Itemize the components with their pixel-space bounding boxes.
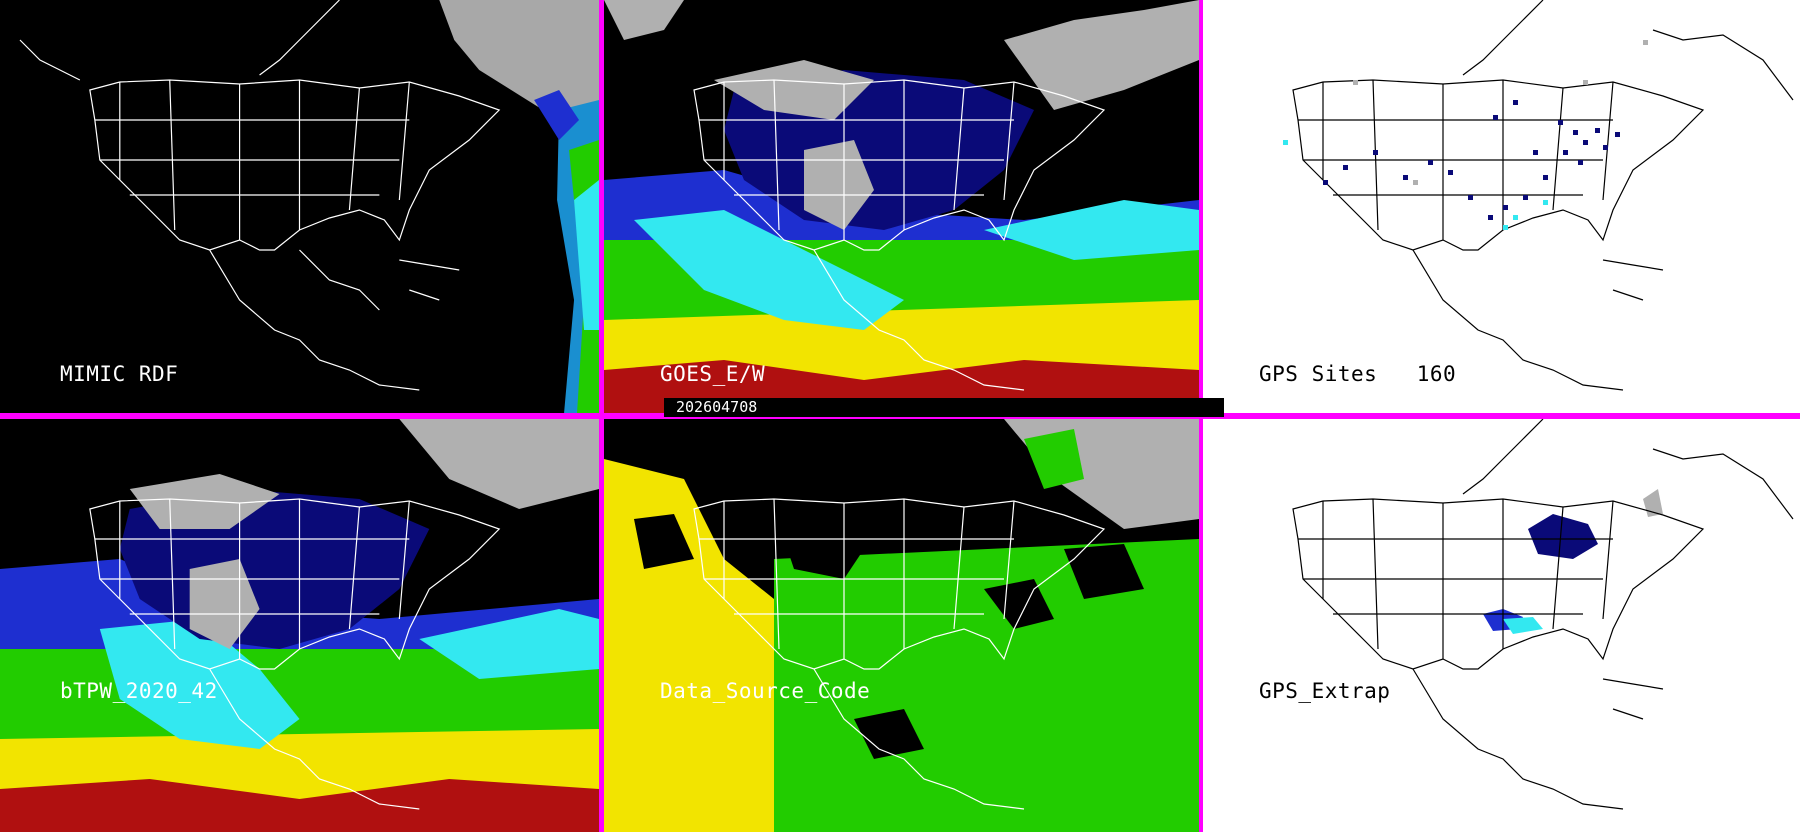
timestamp-bar: 202604708 (664, 398, 1224, 417)
gps-extrap-map (1292, 419, 1794, 810)
data-source-code-map (604, 419, 1199, 832)
panel-gps-sites: GPS Sites 160 (1203, 0, 1800, 413)
panel-title: GPS_Extrap (1259, 679, 1391, 703)
panel-title: GPS Sites 160 (1259, 362, 1457, 386)
panel-btpw: bTPW_2020_42 (0, 419, 599, 832)
mimic-rdf-map (19, 0, 599, 413)
gps-sites-map (1283, 0, 1794, 391)
panel-mimic-rdf: MIMIC RDF (0, 0, 599, 413)
btpw-map (0, 419, 599, 832)
panel-title: GOES_E/W (660, 362, 766, 386)
site-count: 160 (1416, 362, 1457, 386)
panel-goes-ew: GOES_E/W (604, 0, 1199, 413)
panel-title: bTPW_2020_42 (60, 679, 218, 703)
panel-title: Data_Source_Code (660, 679, 871, 703)
panel-data-source-code: Data_Source_Code (604, 419, 1199, 832)
panel-gps-extrap: GPS_Extrap (1203, 419, 1800, 832)
panel-title: MIMIC RDF (60, 362, 179, 386)
goes-ew-map (604, 0, 1199, 413)
